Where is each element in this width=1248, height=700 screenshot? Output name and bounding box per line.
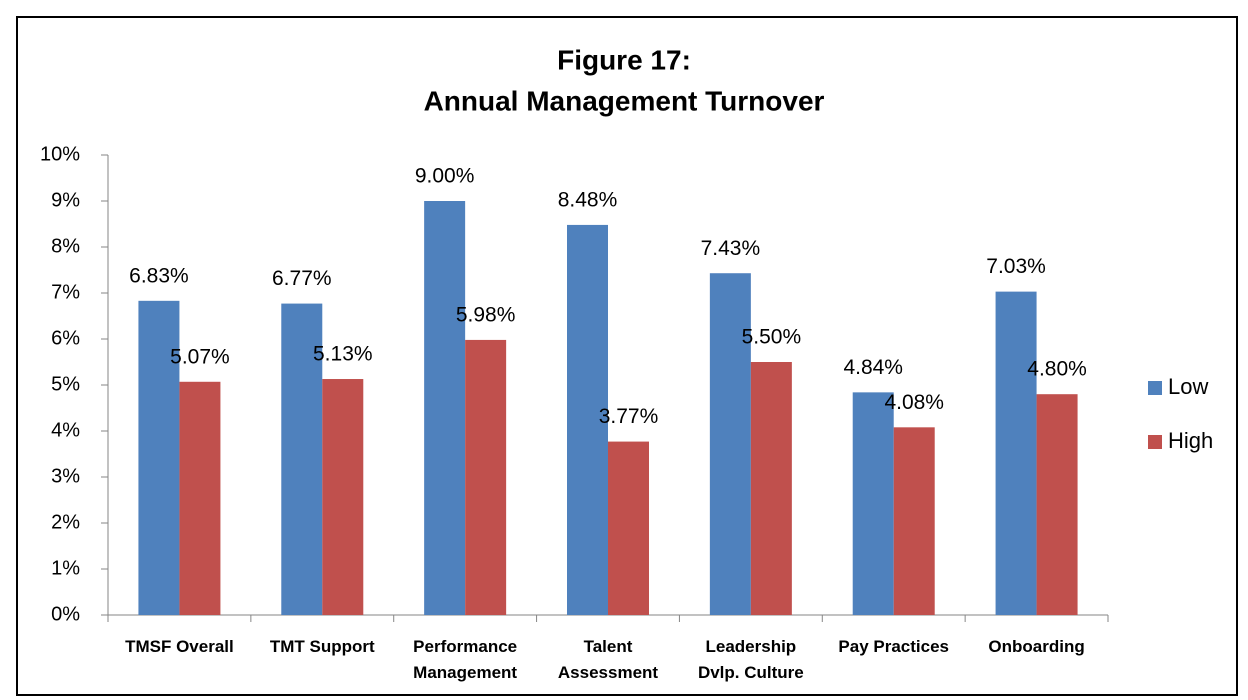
bar	[179, 381, 221, 615]
bar	[709, 273, 751, 615]
legend-swatch	[1148, 381, 1162, 395]
bar	[322, 379, 364, 615]
x-tick-label: Onboarding	[988, 637, 1084, 656]
bar	[852, 392, 894, 615]
x-tick-label: Pay Practices	[838, 637, 949, 656]
x-tick-label: Talent Assessment	[558, 637, 659, 682]
x-tick-label-line: Leadership	[706, 637, 797, 656]
x-tick-label-line: Performance	[413, 637, 517, 656]
value-label: 4.08%	[884, 391, 944, 414]
bar	[1036, 394, 1078, 615]
x-tick-label-line: Management	[413, 663, 517, 682]
x-tick-label-line: TMT Support	[270, 637, 375, 656]
legend-label: High	[1168, 428, 1213, 453]
value-label: 5.50%	[742, 326, 802, 349]
bar	[995, 291, 1037, 615]
y-tick-label: 2%	[51, 511, 80, 533]
bar	[138, 300, 180, 615]
value-label: 8.48%	[558, 188, 618, 211]
bar	[281, 303, 323, 615]
y-tick-label: 0%	[51, 603, 80, 625]
bar	[608, 441, 649, 615]
value-label: 4.84%	[843, 356, 903, 379]
bar	[567, 224, 608, 616]
x-tick-label-line: TMSF Overall	[125, 637, 234, 656]
y-tick-label: 7%	[51, 281, 80, 303]
value-label: 7.03%	[986, 255, 1046, 278]
y-tick-label: 10%	[40, 143, 80, 165]
x-tick-label-line: Onboarding	[988, 637, 1084, 656]
y-tick-label: 9%	[51, 189, 80, 211]
value-label: 5.07%	[170, 345, 230, 368]
y-tick-label: 6%	[51, 327, 80, 349]
y-tick-label: 8%	[51, 235, 80, 257]
bar	[893, 427, 935, 615]
x-tick-label-line: Talent	[584, 637, 633, 656]
legend-label: Low	[1168, 374, 1208, 399]
x-tick-label: TMT Support	[270, 637, 375, 656]
x-tick-label-line: Assessment	[558, 663, 659, 682]
y-tick-label: 4%	[51, 419, 80, 441]
y-tick-label: 3%	[51, 465, 80, 487]
x-tick-label-line: Pay Practices	[838, 637, 949, 656]
value-label: 3.77%	[599, 405, 659, 428]
value-label: 5.98%	[456, 303, 516, 326]
x-tick-label: TMSF Overall	[125, 637, 234, 656]
y-tick-label: 1%	[51, 557, 80, 579]
value-label: 5.13%	[313, 343, 373, 366]
bar	[465, 339, 507, 615]
bar	[424, 201, 466, 615]
x-tick-label: Performance Management	[413, 637, 517, 682]
value-label: 9.00%	[415, 165, 475, 188]
x-tick-label: Leadership Dvlp. Culture	[698, 637, 804, 682]
value-label: 6.83%	[129, 264, 189, 287]
x-tick-label-line: Dvlp. Culture	[698, 663, 804, 682]
value-label: 6.77%	[272, 267, 332, 290]
legend-swatch	[1148, 435, 1162, 449]
bar	[750, 362, 792, 615]
value-label: 4.80%	[1027, 358, 1087, 381]
value-label: 7.43%	[701, 237, 761, 260]
chart-title: Figure 17:	[557, 44, 691, 75]
chart-title: Annual Management Turnover	[424, 85, 825, 116]
y-tick-label: 5%	[51, 373, 80, 395]
